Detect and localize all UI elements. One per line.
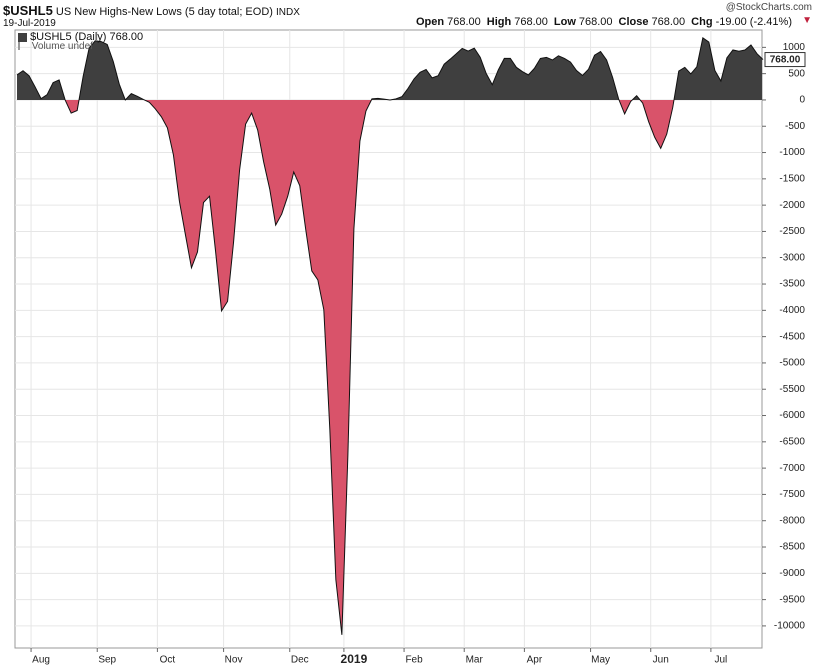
x-tick-label: Dec [291, 655, 309, 666]
x-tick-label: Feb [405, 655, 423, 666]
y-tick-label: -7500 [779, 489, 805, 500]
quote: Open 768.00 High 768.00 Low 768.00 Close 768.00… [416, 16, 798, 28]
y-tick-label: -5000 [779, 358, 805, 369]
exchange: INDX [276, 7, 300, 18]
y-tick-label: 500 [788, 68, 805, 79]
x-tick-label: May [591, 655, 610, 666]
y-tick-label: -8500 [779, 542, 805, 553]
y-tick-label: -4000 [779, 305, 805, 316]
y-tick-label: 0 [799, 95, 805, 106]
quote-label: Open [416, 16, 445, 28]
quote-value: 768.00 [651, 16, 686, 28]
x-tick-label: 2019 [341, 652, 368, 666]
title-row: $USHL5 US New Highs-New Lows (5 day tota… [3, 3, 300, 18]
y-tick-label: -7000 [779, 463, 805, 474]
y-tick-label: -9500 [779, 594, 805, 605]
y-tick-label: -5500 [779, 384, 805, 395]
x-tick-label: Mar [466, 655, 484, 666]
legend-swatch [18, 32, 27, 42]
date: 19-Jul-2019 [3, 18, 56, 29]
volume-icon [18, 42, 29, 51]
legend: $USHL5 (Daily) 768.00 [18, 31, 143, 43]
volume-label: Volume undef [18, 41, 93, 52]
quote-value: -19.00 (-2.41%) [715, 16, 792, 28]
legend-label: $USHL5 (Daily) 768.00 [30, 31, 144, 43]
y-tick-label: -6000 [779, 410, 805, 421]
subtitle: US New Highs-New Lows (5 day total; EOD) [55, 6, 273, 18]
volume-text: Volume undef [31, 41, 93, 52]
quote-label: Chg [691, 16, 713, 28]
y-tick-label: -3000 [779, 252, 805, 263]
x-tick-label: Nov [225, 655, 243, 666]
y-tick-label: -2500 [779, 226, 805, 237]
y-tick-label: -10000 [774, 621, 806, 632]
quote-value: 768.00 [514, 16, 548, 28]
symbol: $USHL5 [3, 3, 53, 18]
y-tick-label: -8000 [779, 515, 805, 526]
y-tick-label: -6500 [779, 436, 805, 447]
y-tick-label: 1000 [783, 42, 806, 53]
y-tick-label: -9000 [779, 568, 805, 579]
quote-label: Close [618, 16, 649, 28]
x-tick-label: Aug [32, 655, 50, 666]
y-tick-label: -4500 [779, 331, 805, 342]
y-tick-label: -500 [785, 121, 805, 132]
plot-area [14, 29, 763, 649]
line [16, 37, 764, 635]
x-tick-label: Apr [527, 655, 543, 666]
y-tick-label: -1500 [779, 173, 805, 184]
source: @StockCharts.com [725, 2, 812, 13]
x-tick-label: Jun [653, 655, 669, 666]
x-tick-label: Sep [98, 655, 116, 666]
quote-label: High [486, 16, 512, 28]
x-tick-label: Jul [714, 655, 727, 666]
quote-value: 768.00 [447, 16, 481, 28]
last-value-box [764, 52, 806, 68]
x-tick-label: Oct [160, 655, 176, 666]
y-tick-label: -3500 [779, 279, 805, 290]
y-tick-label: -1000 [779, 147, 805, 158]
y-tick-label: -2000 [779, 200, 805, 211]
quote-label: Low [553, 16, 576, 28]
quote-value: 768.00 [578, 16, 613, 28]
last-value-label: 768.00 [770, 55, 801, 66]
down-arrow: ▼ [802, 15, 812, 26]
area-positive [17, 37, 762, 100]
area-negative [65, 99, 674, 635]
